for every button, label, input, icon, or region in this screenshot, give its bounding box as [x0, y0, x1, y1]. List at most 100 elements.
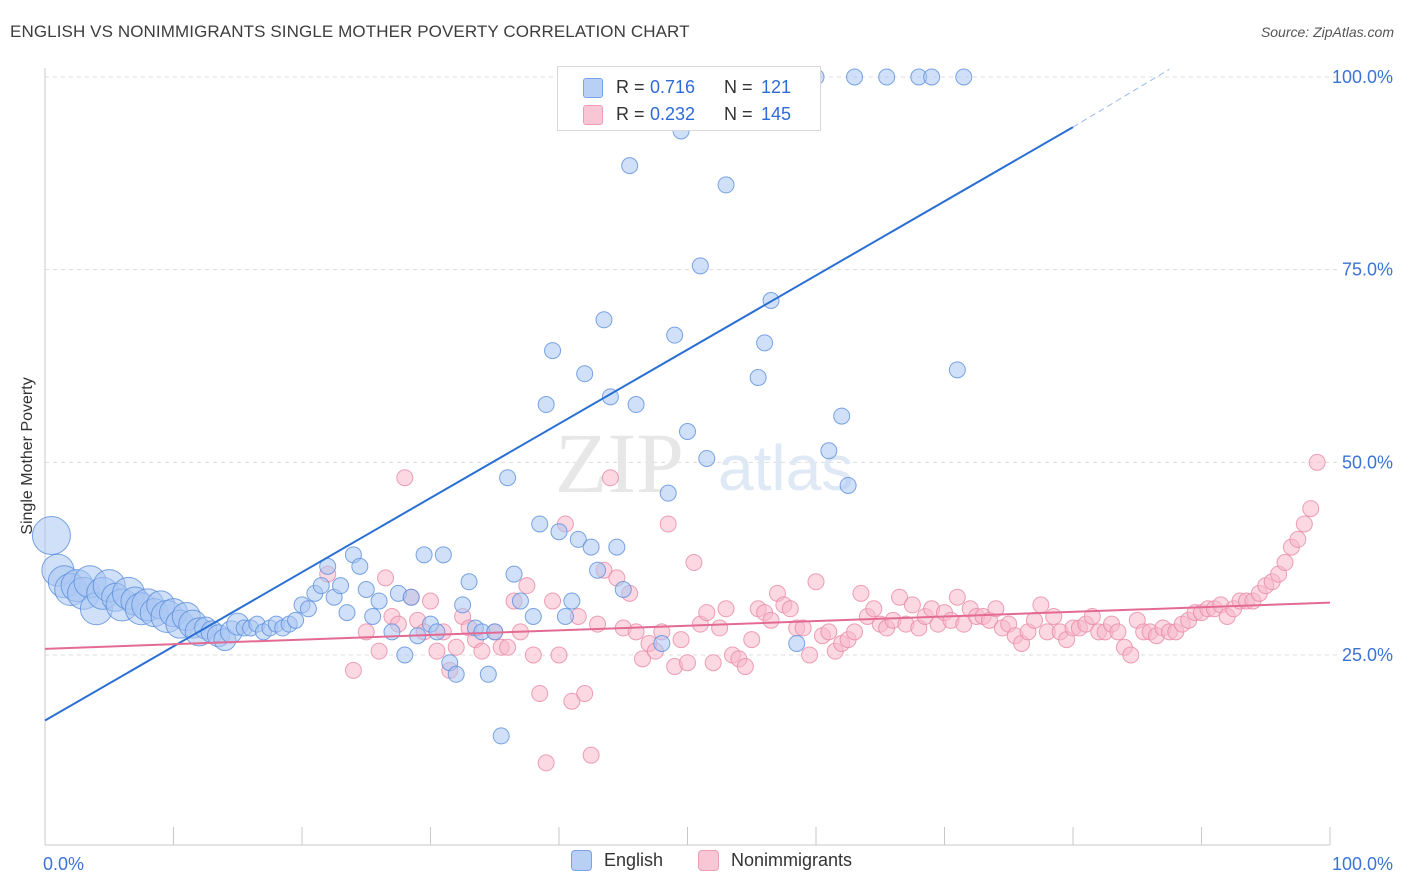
- english-point: [364, 607, 382, 625]
- english-point: [569, 530, 587, 548]
- english-point: [479, 665, 497, 683]
- nonimmigrants-point: [537, 754, 555, 772]
- nonimmigrants-point: [422, 592, 439, 610]
- english-point: [511, 592, 529, 610]
- english-r-label: R =: [616, 76, 645, 97]
- x-tick-label-min: 0.0%: [43, 854, 84, 874]
- english-point: [556, 607, 574, 625]
- english-point: [833, 407, 851, 425]
- english-n-value: 121: [761, 76, 792, 97]
- english-point: [415, 546, 433, 564]
- english-point: [550, 523, 568, 541]
- nonimmigrants-point: [1308, 453, 1326, 471]
- nonimmigrants-point: [531, 685, 549, 703]
- legend-item-english[interactable]: English: [571, 850, 663, 871]
- nonimmigrants-point: [1289, 530, 1307, 548]
- nonimmigrants-point: [447, 638, 465, 656]
- nonimmigrants-point: [634, 650, 652, 668]
- english-point: [948, 361, 966, 379]
- nonimmigrants-point: [1045, 607, 1063, 625]
- english-point: [595, 311, 613, 329]
- nonimmigrants-point: [627, 623, 645, 641]
- english-point: [621, 157, 639, 175]
- nonimmigrants-point: [846, 623, 864, 641]
- nonimmigrants-r-label: R =: [616, 103, 645, 124]
- nonimmigrants-r-value: 0.232: [650, 103, 696, 124]
- english-point: [614, 580, 632, 598]
- english-point: [698, 449, 716, 467]
- english-point: [460, 573, 478, 591]
- nonimmigrants-point: [948, 588, 966, 606]
- english-point: [878, 68, 896, 86]
- nonimmigrants-point: [820, 623, 838, 641]
- english-point: [499, 469, 517, 487]
- english-legend-swatch: [571, 850, 592, 871]
- english-point: [492, 727, 510, 745]
- nonimmigrants-point: [685, 554, 703, 572]
- legend-item-nonimmigrants[interactable]: Nonimmigrants: [698, 850, 852, 871]
- nonimmigrants-point: [344, 661, 362, 679]
- english-swatch: [583, 78, 603, 98]
- nonimmigrants-trend-line: [44, 601, 1331, 650]
- english-point: [31, 516, 71, 556]
- nonimmigrants-n-label: N =: [724, 103, 753, 124]
- nonimmigrants-point: [499, 638, 517, 656]
- nonimmigrants-point: [704, 654, 722, 672]
- english-point: [370, 592, 388, 610]
- watermark-atlas: atlas: [718, 432, 853, 504]
- nonimmigrants-point: [736, 658, 754, 676]
- nonimmigrants-point: [794, 619, 812, 637]
- english-point: [582, 538, 600, 556]
- x-tick-label-max: 100.0%: [1332, 854, 1393, 874]
- nonimmigrants-point: [563, 692, 581, 710]
- nonimmigrants-point: [659, 515, 677, 533]
- english-point: [338, 604, 356, 622]
- nonimmigrants-point: [518, 577, 536, 595]
- nonimmigrants-point: [473, 642, 491, 660]
- nonimmigrants-point: [717, 600, 735, 618]
- nonimmigrants-point: [377, 569, 395, 587]
- english-point: [820, 442, 838, 460]
- nonimmigrants-point: [1083, 607, 1101, 625]
- nonimmigrants-point: [903, 596, 921, 614]
- english-point: [659, 484, 677, 502]
- nonimmigrants-point: [550, 646, 568, 664]
- nonimmigrants-point: [698, 604, 716, 622]
- nonimmigrants-point: [743, 631, 761, 649]
- nonimmigrants-point: [1025, 611, 1043, 629]
- nonimmigrants-point: [524, 646, 542, 664]
- nonimmigrants-swatch: [583, 105, 603, 125]
- english-point: [544, 342, 562, 360]
- nonimmigrants-point: [807, 573, 825, 591]
- nonimmigrants-point: [357, 623, 375, 641]
- english-point: [788, 634, 806, 652]
- english-point: [679, 423, 696, 441]
- english-point: [717, 176, 735, 194]
- nonimmigrants-point: [601, 469, 619, 487]
- english-point: [299, 600, 317, 618]
- nonimmigrants-point: [891, 588, 909, 606]
- nonimmigrants-point: [865, 600, 883, 618]
- source-label: Source: ZipAtlas.com: [1260, 24, 1394, 40]
- english-n-label: N =: [724, 76, 753, 97]
- nonimmigrants-point: [428, 642, 446, 660]
- nonimmigrants-point: [987, 600, 1005, 618]
- nonimmigrants-point: [1032, 596, 1050, 614]
- english-point: [846, 68, 864, 86]
- english-point: [428, 623, 446, 641]
- y-tick-label: 100.0%: [1332, 67, 1393, 87]
- tick-labels: 25.0% 50.0% 75.0% 100.0% 0.0% 100.0%: [43, 67, 1393, 874]
- english-point: [589, 561, 607, 579]
- english-point: [396, 646, 414, 664]
- nonimmigrants-legend-label: Nonimmigrants: [731, 850, 853, 870]
- english-point: [955, 68, 973, 86]
- nonimmigrants-legend-swatch: [698, 850, 719, 871]
- english-point: [537, 396, 555, 414]
- trend-lines: [44, 68, 1331, 722]
- english-point: [287, 611, 305, 629]
- english-point: [454, 596, 472, 614]
- y-tick-label: 25.0%: [1342, 645, 1393, 665]
- english-point: [402, 588, 420, 606]
- english-point: [653, 634, 671, 652]
